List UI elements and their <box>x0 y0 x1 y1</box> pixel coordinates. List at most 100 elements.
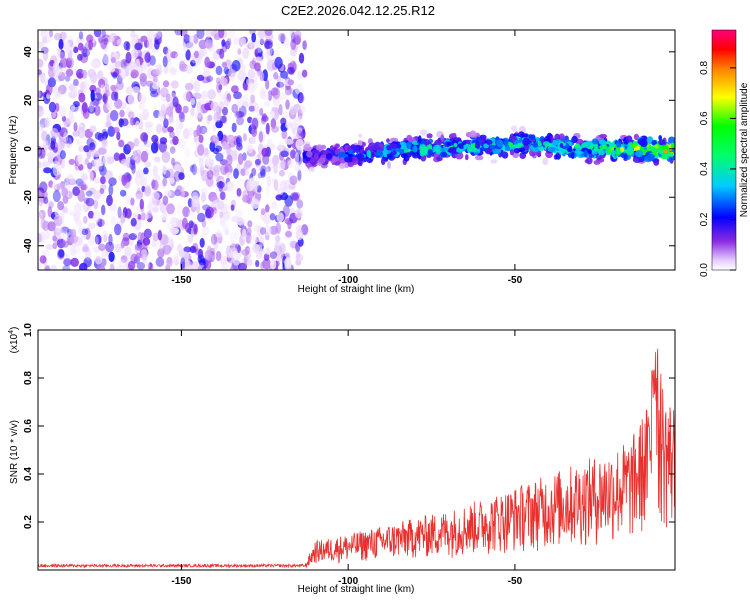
noise-blob <box>225 144 232 155</box>
noise-blob <box>183 128 190 140</box>
noise-blob <box>126 60 131 73</box>
noise-blob <box>288 171 293 181</box>
noise-blob <box>264 167 269 180</box>
signal-blob <box>592 138 599 145</box>
noise-blob <box>87 162 93 170</box>
noise-blob <box>290 38 297 51</box>
signal-blob <box>423 139 430 146</box>
noise-blob <box>278 159 286 171</box>
signal-blob <box>509 149 514 156</box>
noise-blob <box>174 30 183 36</box>
noise-blob <box>78 225 83 235</box>
noise-blob <box>52 190 61 203</box>
noise-blob <box>223 99 230 107</box>
noise-blob <box>263 253 270 261</box>
noise-blob <box>247 82 256 93</box>
noise-blob <box>258 131 266 143</box>
noise-blob <box>59 51 66 60</box>
noise-blob <box>65 174 75 183</box>
noise-blob <box>38 211 44 220</box>
spectrogram-y-tick-label: -40 <box>23 238 34 253</box>
signal-blob <box>542 141 550 147</box>
noise-blob <box>289 149 297 159</box>
noise-blob <box>273 179 279 191</box>
noise-blob <box>93 199 99 210</box>
noise-blob <box>155 257 165 267</box>
noise-blob <box>247 220 253 228</box>
noise-blob <box>149 55 156 66</box>
noise-blob <box>289 30 296 40</box>
noise-blob <box>259 227 267 235</box>
noise-blob <box>221 39 226 47</box>
noise-blob <box>130 69 139 79</box>
signal-blob <box>542 157 549 166</box>
noise-blob <box>175 185 185 193</box>
noise-blob <box>131 48 139 59</box>
noise-blob <box>78 31 84 40</box>
noise-blob <box>81 183 89 191</box>
signal-blob <box>368 142 377 151</box>
snr-x-tick-label: -100 <box>338 576 358 587</box>
noise-blob <box>282 204 290 217</box>
signal-blob <box>583 149 588 157</box>
noise-blob <box>77 53 83 61</box>
noise-blob <box>227 68 237 78</box>
noise-blob <box>119 189 127 197</box>
noise-blob <box>150 90 159 98</box>
noise-blob <box>45 264 51 270</box>
noise-blob <box>210 135 218 144</box>
noise-blob <box>82 46 88 58</box>
signal-blob <box>651 140 657 146</box>
noise-blob <box>54 208 60 217</box>
noise-blob <box>120 212 126 224</box>
signal-blob <box>396 143 402 149</box>
noise-blob <box>99 188 105 195</box>
noise-blob <box>41 230 51 240</box>
colorbar-tick-label: 0.0 <box>699 263 710 277</box>
noise-blob <box>251 57 257 66</box>
signal-blob <box>492 149 501 155</box>
noise-blob <box>167 126 174 133</box>
noise-blob <box>141 185 146 193</box>
signal-blob <box>668 136 675 144</box>
noise-blob <box>221 205 228 215</box>
noise-blob <box>233 91 242 100</box>
noise-blob <box>218 92 224 102</box>
signal-blob <box>661 154 670 160</box>
signal-blob <box>625 135 633 143</box>
noise-blob <box>229 232 236 243</box>
noise-blob <box>276 187 284 196</box>
signal-blob <box>670 142 675 149</box>
noise-blob <box>297 109 303 120</box>
signal-blob <box>593 143 599 152</box>
signal-blob <box>474 141 481 150</box>
noise-blob <box>70 85 78 97</box>
noise-blob <box>48 30 54 38</box>
noise-blob <box>151 179 159 191</box>
noise-blob <box>287 79 294 86</box>
noise-blob <box>154 30 162 39</box>
noise-blob <box>231 122 237 133</box>
signal-blob <box>427 148 433 156</box>
noise-blob <box>219 115 227 124</box>
signal-blob <box>496 139 504 148</box>
noise-blob <box>236 142 243 151</box>
noise-blob <box>46 151 56 159</box>
noise-blob <box>297 169 302 182</box>
noise-blob <box>116 38 124 46</box>
noise-blob <box>144 161 152 168</box>
noise-blob <box>135 205 141 213</box>
noise-blob <box>87 222 96 230</box>
noise-blob <box>70 228 77 238</box>
noise-blob <box>206 75 214 83</box>
noise-blob <box>148 32 157 39</box>
signal-blob <box>353 146 360 151</box>
noise-blob <box>142 237 151 246</box>
noise-blob <box>242 133 247 142</box>
noise-blob <box>240 96 250 104</box>
noise-blob <box>62 195 69 204</box>
noise-blob <box>174 189 181 197</box>
signal-blob <box>658 135 663 141</box>
signal-blob <box>518 131 525 138</box>
noise-blob <box>191 195 200 208</box>
